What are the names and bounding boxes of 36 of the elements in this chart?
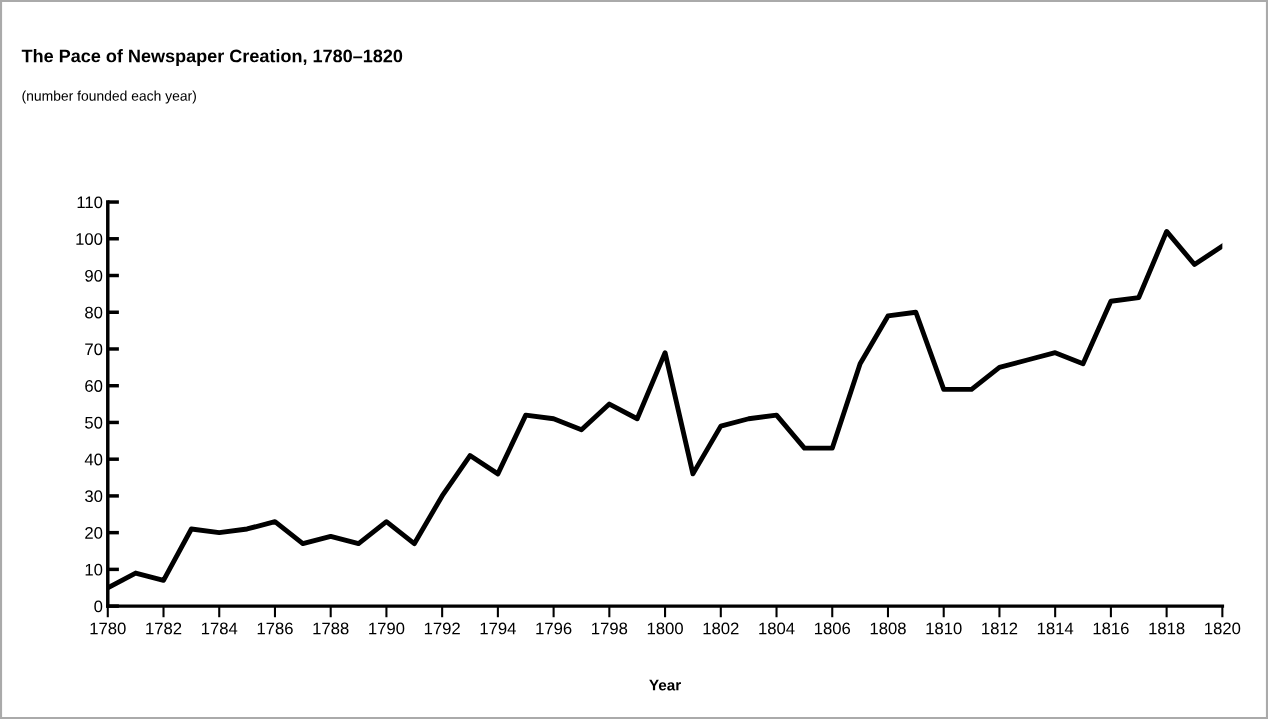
x-tick-label: 1808	[870, 622, 906, 635]
y-tick-label: 100	[76, 233, 103, 245]
x-tick-label: 1782	[146, 622, 182, 635]
x-tick-label: 1786	[257, 622, 293, 635]
y-tick-label: 60	[85, 380, 103, 392]
y-tick-label: 80	[85, 306, 103, 319]
x-tick-label: 1816	[1093, 622, 1129, 635]
x-tick-label: 1790	[369, 622, 405, 635]
y-tick-label: 90	[85, 269, 103, 282]
x-tick-label: 1812	[982, 622, 1018, 635]
x-axis-title: Year	[649, 679, 681, 691]
y-tick-label: 70	[85, 343, 103, 356]
y-tick-label: 40	[84, 453, 103, 466]
y-tick-label: 110	[77, 196, 103, 209]
y-tick-label: 30	[85, 490, 103, 503]
y-tick-label: 20	[85, 527, 103, 539]
y-tick-label: 50	[85, 416, 103, 429]
x-tick-label: 1800	[647, 622, 683, 635]
x-tick-label: 1780	[90, 622, 126, 635]
x-tick-label: 1820	[1205, 622, 1241, 635]
x-tick-label: 1802	[703, 622, 739, 635]
x-tick-label: 1784	[201, 622, 238, 635]
chart-title: The Pace of Newspaper Creation, 1780–1820	[21, 49, 403, 66]
x-tick-label: 1794	[480, 622, 516, 635]
x-tick-label: 1792	[424, 622, 460, 635]
x-tick-label: 1788	[313, 622, 349, 635]
x-tick-label: 1798	[592, 622, 628, 635]
x-tick-label: 1806	[814, 622, 851, 635]
y-tick-label: 0	[94, 600, 103, 613]
chart-subtitle: (number founded each year)	[22, 90, 196, 104]
x-tick-label: 1796	[536, 622, 572, 635]
x-tick-label: 1814	[1037, 622, 1074, 635]
y-tick-label: 10	[85, 563, 103, 576]
x-tick-label: 1810	[926, 622, 962, 635]
x-tick-label: 1818	[1149, 622, 1185, 635]
x-tick-label: 1804	[759, 622, 795, 635]
